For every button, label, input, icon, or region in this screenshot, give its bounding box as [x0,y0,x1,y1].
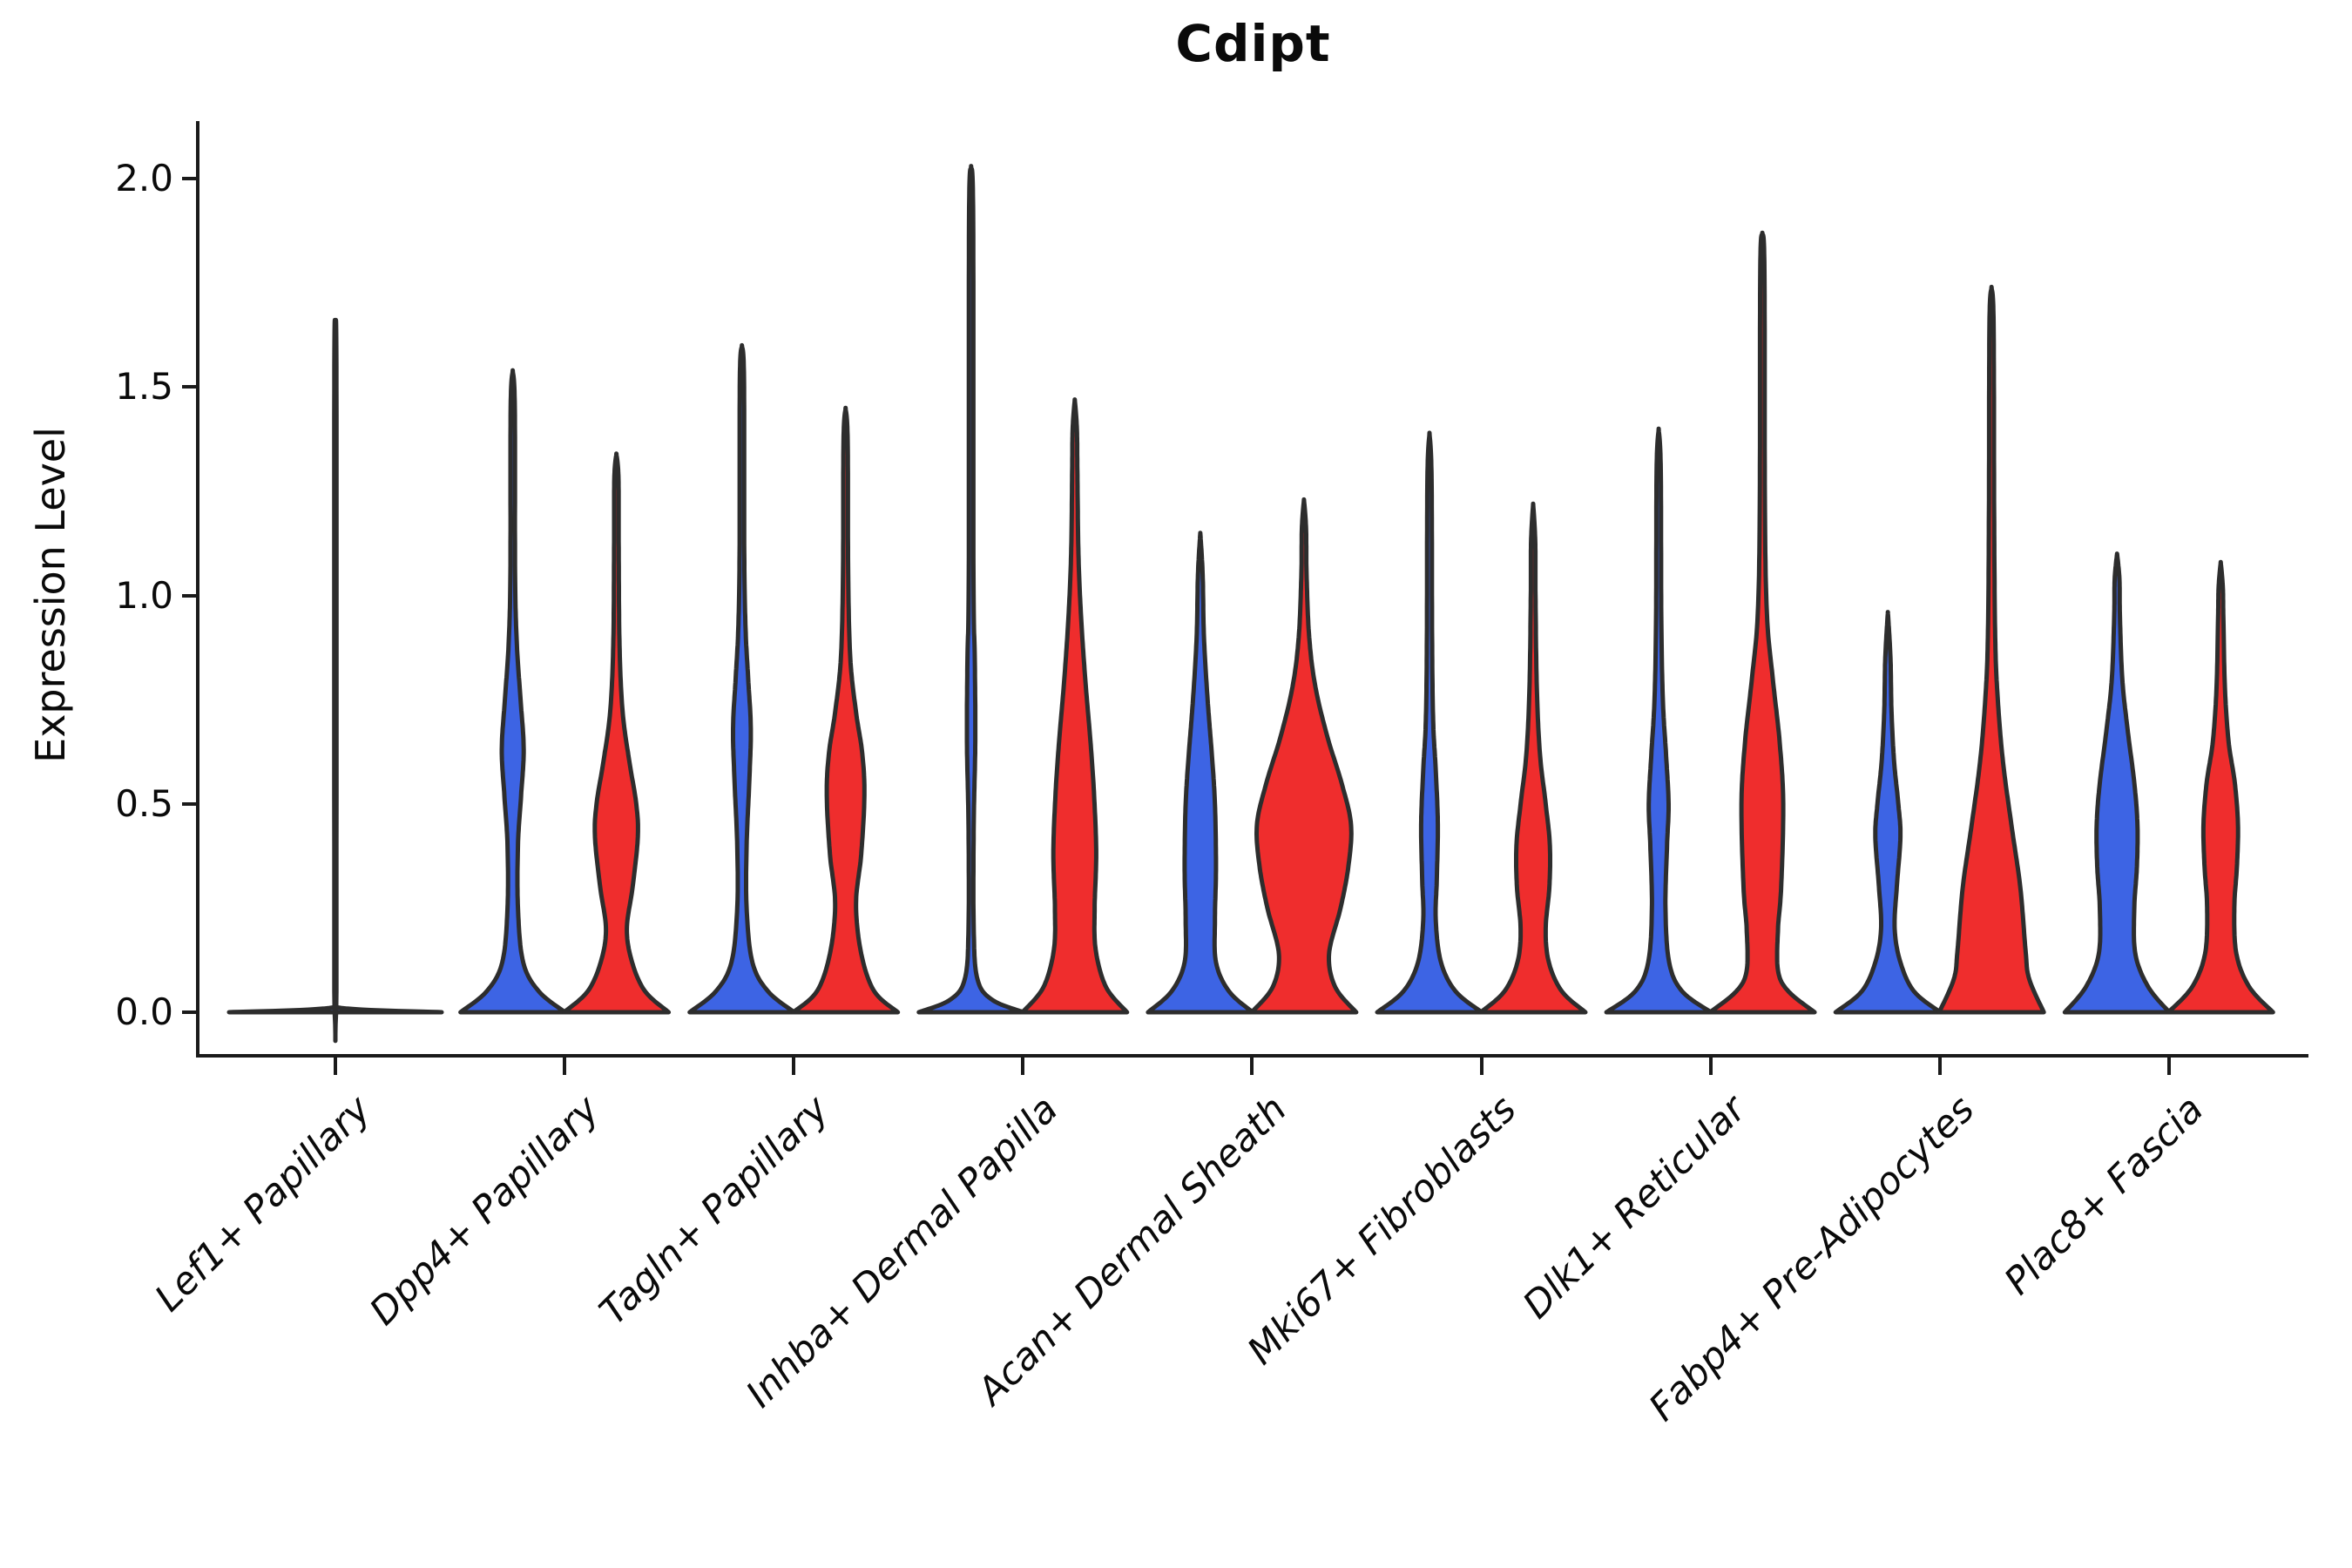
y-tick-label: 0.5 [115,781,173,825]
x-tick-mark [792,1058,796,1075]
violin-blue-tagln-papillary [687,342,797,1015]
x-axis-spine [196,1054,2308,1058]
violin-blue-dlk1-reticular [1604,426,1713,1015]
violin-blue-dpp4-papillary [458,368,568,1015]
y-tick-mark [182,593,198,598]
x-tick-mark [1250,1058,1254,1075]
violin-blue-lef1-papillary [226,317,444,1044]
violin-red-dlk1-reticular [1707,230,1817,1015]
violin-red-acan-dermal-sheath [1249,497,1359,1015]
y-tick-label: 1.5 [115,365,173,409]
x-tick-mark [1937,1058,1942,1075]
violin-blue-inhba-dermal-papilla [916,164,1026,1015]
x-tick-mark [2166,1058,2171,1075]
violin-blue-plac8-fascia [2062,551,2172,1015]
y-tick-mark [182,385,198,389]
y-tick-mark [182,177,198,180]
x-tick-mark [1479,1058,1484,1075]
y-axis-spine [196,121,199,1058]
x-tick-mark [1021,1058,1025,1075]
violin-red-dpp4-papillary [562,451,672,1015]
violin-blue-fabp4-pre-adipocytes [1833,610,1943,1015]
x-tick-mark [563,1058,567,1075]
violin-red-plac8-fascia [2166,559,2275,1015]
y-tick-mark [182,801,198,806]
violin-red-mki67-fibroblasts [1478,501,1588,1015]
violin-red-tagln-papillary [791,405,901,1015]
y-tick-label: 0.0 [115,990,173,1033]
x-tick-mark [1708,1058,1713,1075]
violin-blue-acan-dermal-sheath [1146,531,1255,1015]
chart-title: Cdipt [1175,14,1331,73]
violin-red-fabp4-pre-adipocytes [1936,284,2046,1015]
y-tick-label: 1.0 [115,573,173,617]
y-tick-label: 2.0 [115,157,173,199]
violin-red-inhba-dermal-papilla [1020,397,1130,1015]
violin-blue-mki67-fibroblasts [1375,430,1484,1015]
y-tick-mark [182,1010,198,1014]
x-tick-mark [334,1058,337,1075]
